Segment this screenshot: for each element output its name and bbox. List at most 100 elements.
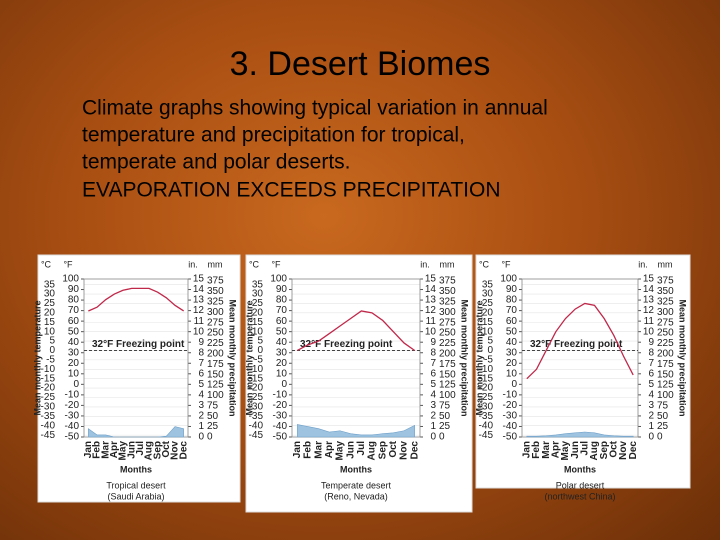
y-tick-label: 30 <box>482 289 494 300</box>
y-tick-label: 5 <box>257 336 263 347</box>
unit-label: °F <box>271 259 281 269</box>
y-tick-label: -15 <box>249 373 264 384</box>
y2-tick-label: 0 <box>439 432 445 443</box>
temperature-line <box>297 310 416 352</box>
in-tick-label: 4 <box>198 390 204 401</box>
x-tick-label: Oct <box>608 440 619 457</box>
y-tick-label: -5 <box>254 355 263 366</box>
temperature-line <box>88 287 185 312</box>
x-axis-label: Months <box>564 464 596 474</box>
in-tick-label: 11 <box>426 316 437 327</box>
y-tick-label: -30 <box>41 402 56 413</box>
y2-tick-label: 300 <box>657 307 674 318</box>
f-tick-label: -10 <box>273 390 288 401</box>
in-tick-label: 5 <box>648 379 654 390</box>
precipitation-area <box>297 424 415 438</box>
x-tick-label: Feb <box>92 441 103 459</box>
x-tick-label: Jul <box>579 441 590 456</box>
in-tick-label: 2 <box>648 411 654 422</box>
unit-label: °C <box>479 259 490 269</box>
x-tick-label: Apr <box>109 441 120 458</box>
y-tick-label: -25 <box>249 392 264 403</box>
f-tick-label: 50 <box>68 326 80 337</box>
y2-tick-label: 125 <box>439 380 456 391</box>
y2-tick-label: 150 <box>439 369 456 380</box>
f-tick-label: 70 <box>68 305 80 316</box>
f-tick-label: -20 <box>503 400 518 411</box>
y2-tick-label: 350 <box>657 286 674 297</box>
annotation: 32°F Freezing point <box>300 339 393 350</box>
y2-tick-label: 250 <box>439 328 456 339</box>
in-tick-label: 9 <box>430 337 436 348</box>
y-tick-label: -45 <box>41 430 56 441</box>
y-tick-label: -10 <box>249 364 264 375</box>
x-tick-label: Jan <box>83 441 94 458</box>
y-tick-label: -15 <box>479 373 494 384</box>
body-line: Climate graphs showing typical variation… <box>82 97 548 120</box>
y2-axis-label: Mean monthly precipitation <box>228 299 238 416</box>
body-line: EVAPORATION EXCEEDS PRECIPITATION <box>82 179 501 202</box>
in-tick-label: 6 <box>648 368 654 379</box>
f-tick-label: 0 <box>73 379 79 390</box>
f-tick-label: 10 <box>68 368 80 379</box>
in-tick-label: 11 <box>644 316 655 327</box>
y2-tick-label: 350 <box>439 286 456 297</box>
f-tick-label: 10 <box>276 368 288 379</box>
y2-tick-label: 175 <box>207 359 224 370</box>
f-tick-label: 20 <box>68 358 80 369</box>
x-tick-label: Jul <box>135 441 146 456</box>
x-tick-label: Mar <box>313 441 324 459</box>
f-tick-label: -40 <box>65 421 80 432</box>
f-tick-label: 30 <box>506 347 518 358</box>
f-tick-label: 50 <box>506 326 518 337</box>
unit-label: mm <box>440 259 455 269</box>
y2-tick-label: 50 <box>439 411 451 422</box>
y-tick-label: -10 <box>479 364 494 375</box>
in-tick-label: 1 <box>648 421 654 432</box>
f-tick-label: 30 <box>68 347 80 358</box>
body-line: temperate and polar deserts. <box>82 151 351 174</box>
y-axis-label: Mean monthly temperature <box>32 300 42 415</box>
y-tick-label: 0 <box>257 345 263 356</box>
in-tick-label: 7 <box>648 358 654 369</box>
y-tick-label: -45 <box>479 430 494 441</box>
f-tick-label: -50 <box>273 432 288 443</box>
y2-tick-label: 200 <box>439 348 456 359</box>
in-tick-label: 8 <box>198 347 204 358</box>
f-tick-label: -10 <box>65 390 80 401</box>
in-tick-label: 0 <box>648 432 654 443</box>
y2-tick-label: 250 <box>207 328 224 339</box>
unit-label: mm <box>208 259 223 269</box>
in-tick-label: 10 <box>643 326 655 337</box>
x-tick-label: Mar <box>100 441 111 459</box>
y-tick-label: 10 <box>482 326 494 337</box>
f-tick-label: 90 <box>68 284 80 295</box>
in-tick-label: 7 <box>430 358 436 369</box>
y2-tick-label: 25 <box>657 421 669 432</box>
y2-tick-label: 75 <box>657 400 669 411</box>
f-tick-label: 90 <box>506 284 518 295</box>
temperature-line <box>526 302 634 380</box>
unit-label: mm <box>658 259 673 269</box>
unit-label: in. <box>188 259 198 269</box>
y-tick-label: -35 <box>41 411 56 422</box>
in-tick-label: 3 <box>648 400 654 411</box>
unit-label: in. <box>638 259 648 269</box>
y2-tick-label: 375 <box>657 276 674 287</box>
y2-tick-label: 225 <box>657 338 674 349</box>
in-tick-label: 6 <box>198 368 204 379</box>
in-tick-label: 1 <box>198 421 204 432</box>
chart-subtitle: (northwest China) <box>544 491 615 501</box>
f-tick-label: 90 <box>276 284 288 295</box>
y2-tick-label: 375 <box>439 276 456 287</box>
precipitation-area <box>526 431 634 438</box>
y-tick-label: -30 <box>249 402 264 413</box>
y-tick-label: 25 <box>44 298 56 309</box>
f-tick-label: 100 <box>62 274 79 285</box>
y-tick-label: -35 <box>479 411 494 422</box>
f-tick-label: 20 <box>506 358 518 369</box>
y2-tick-label: 75 <box>439 400 451 411</box>
in-tick-label: 13 <box>643 295 655 306</box>
y2-tick-label: 125 <box>657 380 674 391</box>
